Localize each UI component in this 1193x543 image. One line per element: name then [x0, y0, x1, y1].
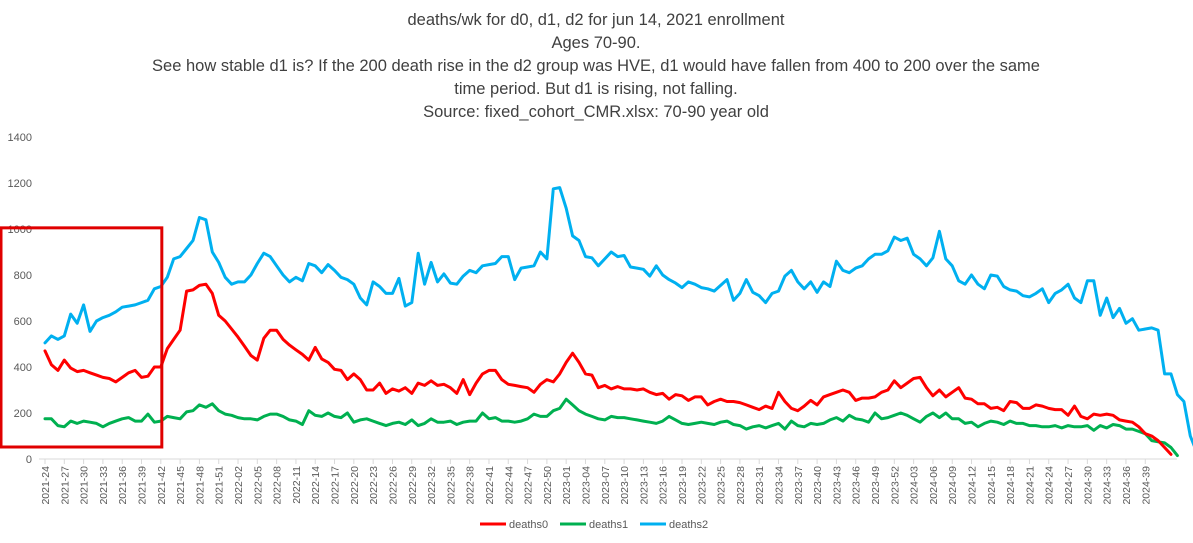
x-tick-label: 2023-13: [638, 466, 650, 505]
x-tick-label: 2023-52: [889, 466, 901, 505]
x-tick-label: 2023-10: [619, 466, 631, 505]
x-tick-label: 2021-24: [40, 466, 52, 505]
x-tick-label: 2023-43: [831, 466, 843, 505]
x-tick-label: 2024-30: [1082, 466, 1094, 505]
title-line-3: See how stable d1 is? If the 200 death r…: [152, 57, 1040, 75]
x-tick-label: 2024-06: [928, 466, 940, 505]
x-tick-label: 2022-44: [503, 466, 515, 505]
x-tick-label: 2022-11: [291, 466, 303, 504]
x-tick-label: 2022-29: [407, 466, 419, 505]
y-tick-label: 200: [14, 408, 32, 420]
x-tick-label: 2023-49: [870, 466, 882, 505]
x-tick-label: 2022-50: [542, 466, 554, 505]
x-tick-label: 2022-47: [523, 466, 535, 505]
x-tick-label: 2023-25: [716, 466, 728, 505]
x-tick-label: 2023-22: [696, 466, 708, 505]
x-tick-label: 2022-05: [252, 466, 264, 505]
x-tick-label: 2024-09: [947, 466, 959, 505]
series-layer: [43, 186, 1193, 458]
x-tick-label: 2023-01: [561, 466, 573, 505]
legend-label: deaths1: [589, 519, 628, 531]
legend-item-deaths2: deaths2: [640, 519, 708, 531]
x-tick-label: 2024-12: [967, 466, 979, 505]
x-tick-label: 2022-17: [330, 466, 342, 505]
legend-item-deaths1: deaths1: [560, 519, 628, 531]
legend-label: deaths0: [509, 519, 548, 531]
x-tick-label: 2024-27: [1063, 466, 1075, 505]
x-tick-label: 2021-39: [137, 466, 149, 505]
legend: deaths0 deaths1 deaths2: [480, 519, 708, 531]
y-tick-label: 400: [14, 362, 32, 374]
x-tick-label: 2022-32: [426, 466, 438, 505]
legend-label: deaths2: [669, 519, 708, 531]
x-tick-label: 2021-51: [214, 466, 226, 505]
highlight-layer: [0, 226, 164, 449]
chart-title: deaths/wk for d0, d1, d2 for jun 14, 202…: [152, 11, 1040, 121]
x-tick-label: 2023-40: [812, 466, 824, 505]
x-tick-label: 2024-39: [1140, 466, 1152, 505]
x-tick-label: 2023-19: [677, 466, 689, 505]
title-line-1: deaths/wk for d0, d1, d2 for jun 14, 202…: [408, 11, 785, 29]
x-tick-label: 2024-36: [1121, 466, 1133, 505]
x-tick-label: 2023-28: [735, 466, 747, 505]
title-line-4: time period. But d1 is rising, not falli…: [454, 80, 737, 98]
x-tick-label: 2022-38: [465, 466, 477, 505]
x-tick-label: 2023-34: [774, 466, 786, 505]
x-tick-label: 2023-31: [754, 466, 766, 505]
x-tick-label: 2024-15: [986, 466, 998, 505]
series-line-deaths2: [43, 186, 1193, 447]
x-tick-label: 2021-48: [194, 466, 206, 505]
y-axis: 0 200 400 600 800 1000 1200 1400: [8, 132, 32, 466]
x-axis: 2021-24 2021-27 2021-30 2021-33 2021-36 2021-…: [39, 458, 1177, 505]
y-tick-label: 1200: [8, 178, 32, 190]
x-tick-label: 2024-18: [1005, 466, 1017, 505]
x-tick-label: 2021-27: [59, 466, 71, 505]
title-line-2: Ages 70-90.: [552, 34, 641, 52]
x-tick-label: 2022-23: [368, 466, 380, 505]
series-line-deaths0: [43, 282, 1173, 456]
x-tick-label: 2023-46: [851, 466, 863, 505]
x-tick-label: 2021-42: [156, 466, 168, 505]
x-tick-label: 2022-20: [349, 466, 361, 505]
x-tick-label: 2023-04: [580, 466, 592, 505]
legend-item-deaths0: deaths0: [480, 519, 548, 531]
x-tick-label: 2021-45: [175, 466, 187, 505]
x-tick-label: 2024-24: [1044, 466, 1056, 505]
title-line-5: Source: fixed_cohort_CMR.xlsx: 70-90 yea…: [423, 103, 769, 121]
x-tick-label: 2024-21: [1024, 466, 1036, 505]
y-tick-label: 1000: [8, 224, 32, 236]
x-tick-label: 2021-30: [79, 466, 91, 505]
x-tick-label: 2021-33: [98, 466, 110, 505]
x-tick-label: 2022-26: [387, 466, 399, 505]
x-tick-label: 2021-36: [117, 466, 129, 505]
x-tick-label: 2022-41: [484, 466, 496, 505]
x-tick-label: 2022-35: [445, 466, 457, 505]
y-tick-label: 600: [14, 316, 32, 328]
x-tick-label: 2022-14: [310, 466, 322, 505]
series-line-deaths1: [43, 397, 1179, 458]
y-tick-label: 1400: [8, 132, 32, 144]
x-tick-label: 2023-16: [658, 466, 670, 505]
y-tick-label: 0: [26, 454, 32, 466]
x-tick-label: 2023-37: [793, 466, 805, 505]
highlight-box: [0, 226, 164, 449]
x-tick-label: 2024-03: [909, 466, 921, 505]
x-tick-label: 2023-07: [600, 466, 612, 505]
y-tick-label: 800: [14, 270, 32, 282]
x-tick-label: 2022-08: [272, 466, 284, 505]
x-tick-label: 2024-33: [1102, 466, 1114, 505]
x-tick-label: 2022-02: [233, 466, 245, 505]
